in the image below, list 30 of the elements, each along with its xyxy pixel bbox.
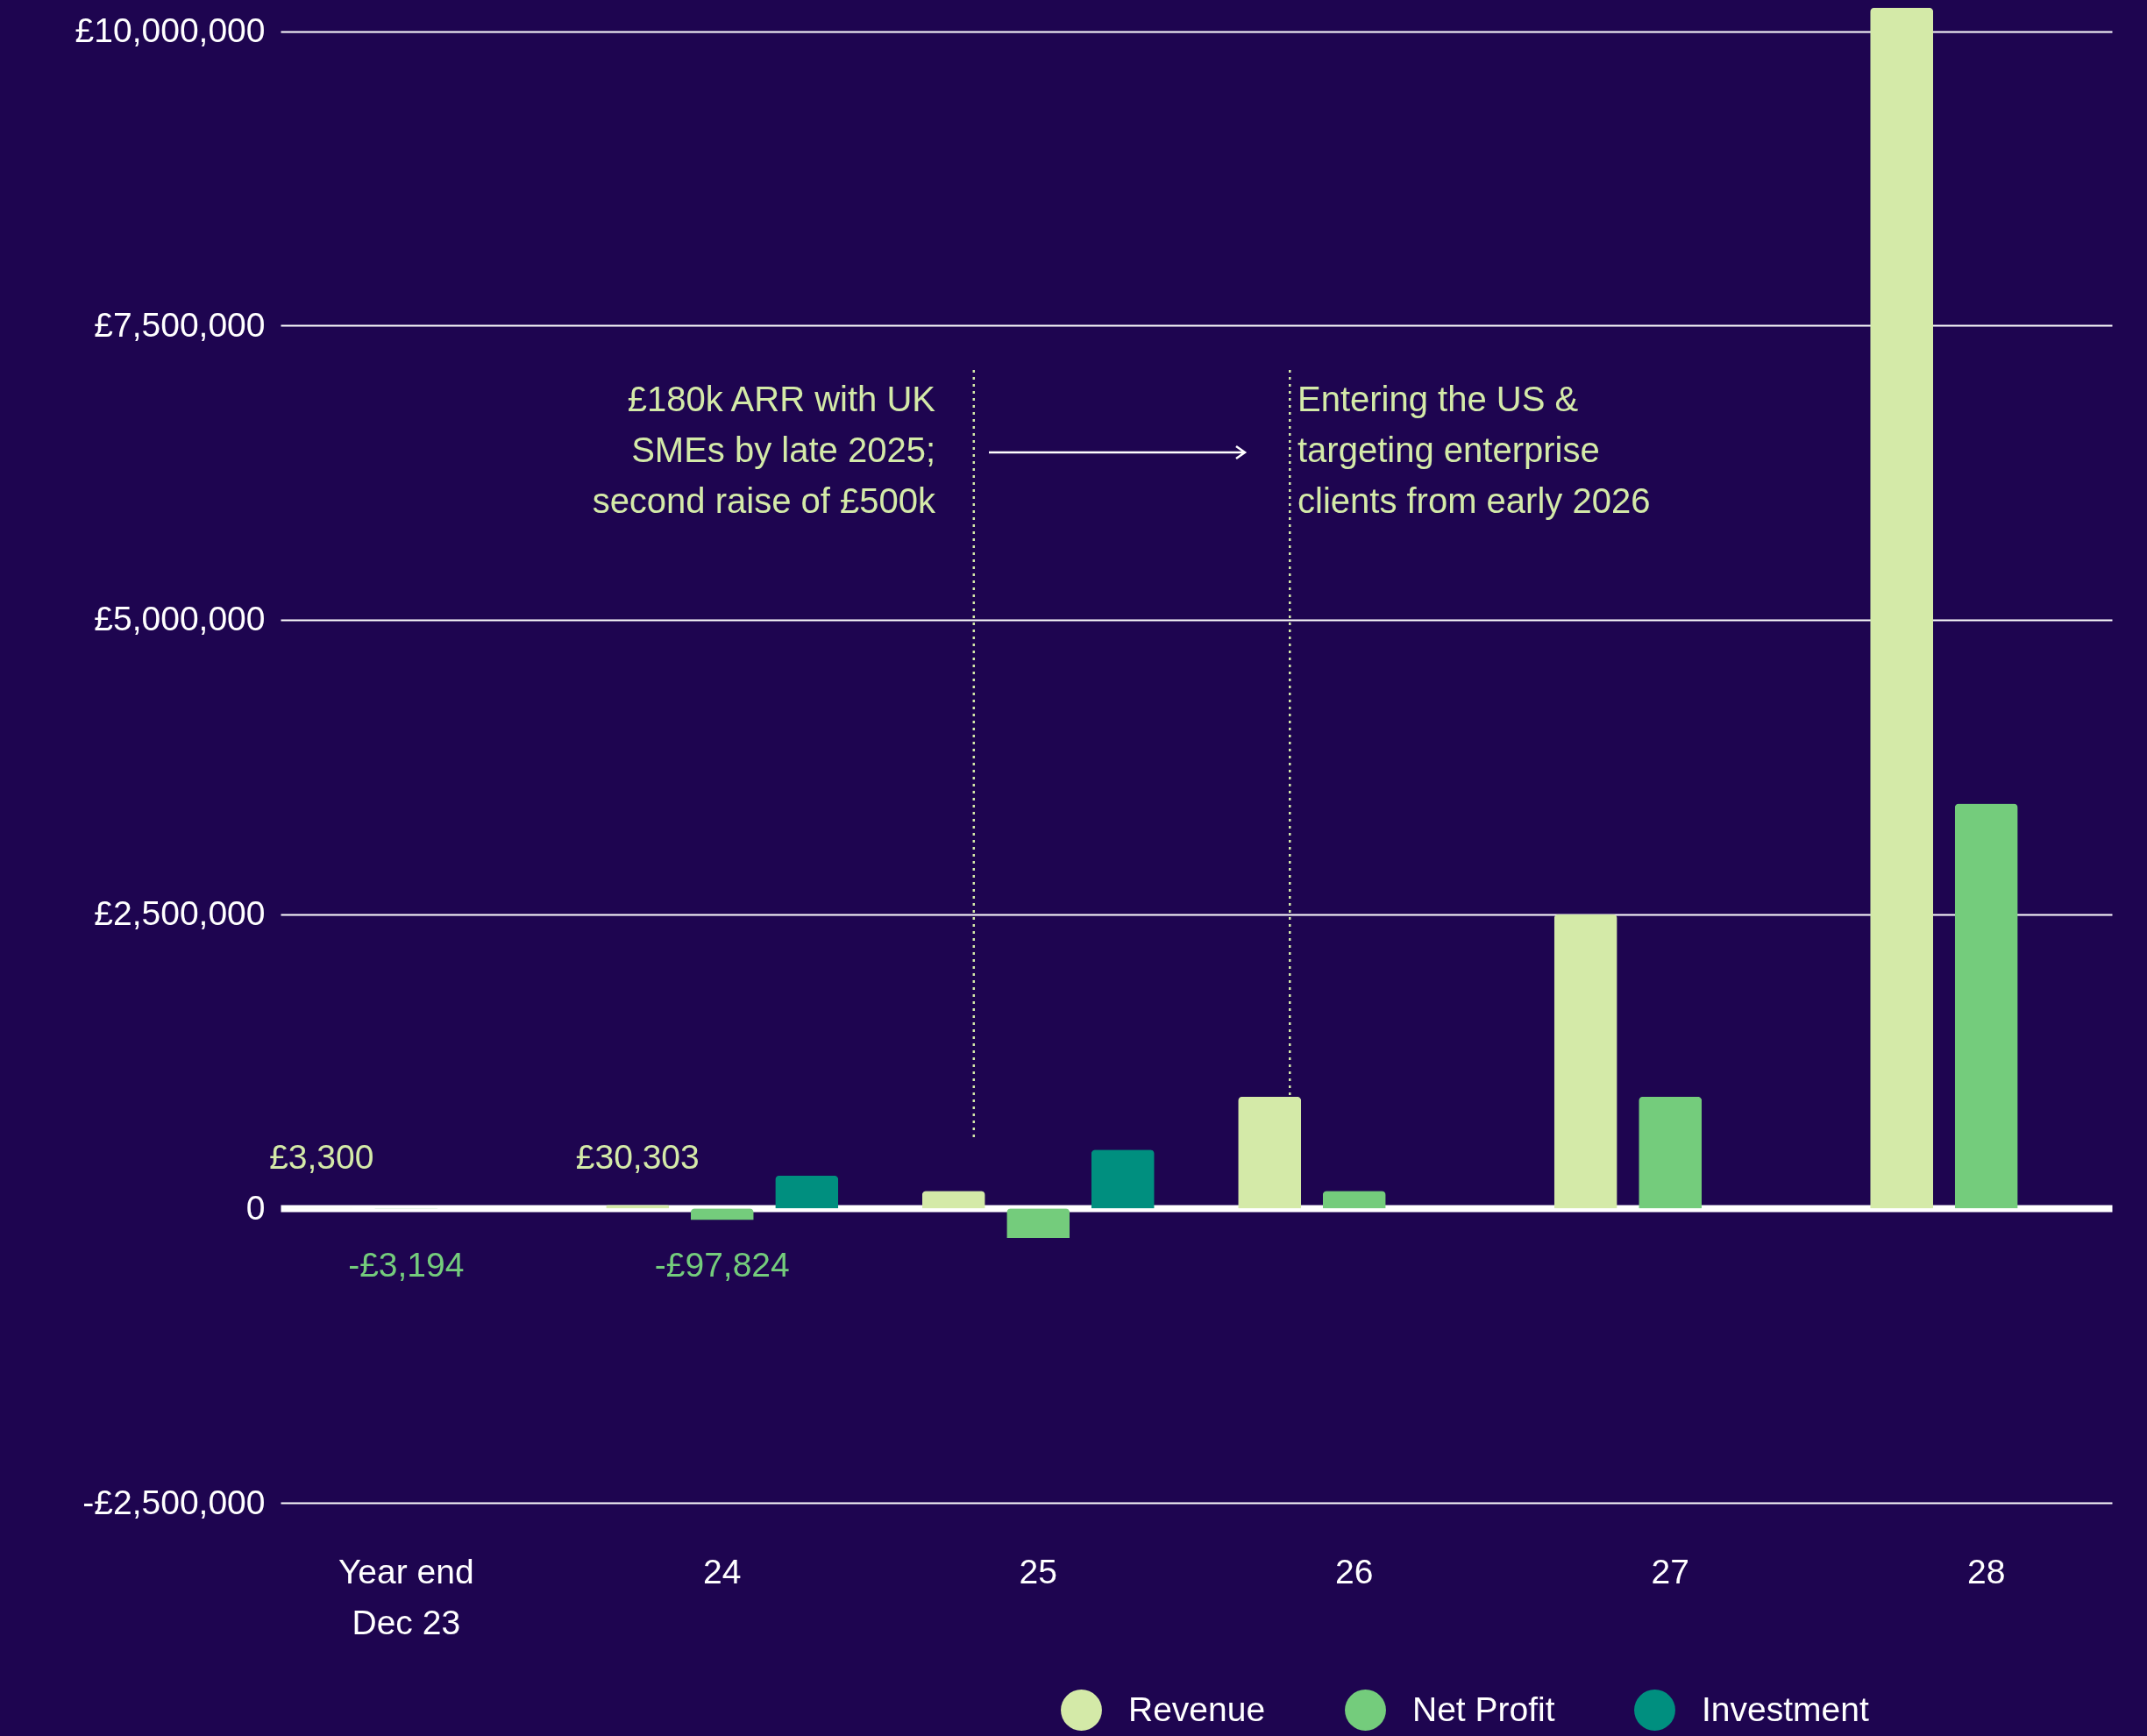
x-tick-label: 25 bbox=[1019, 1552, 1057, 1590]
bar bbox=[1091, 1149, 1155, 1209]
y-tick-label: £5,000,000 bbox=[94, 600, 266, 638]
annotation: £180k ARR with UK SMEs by late 2025; second raise of £500k bbox=[592, 380, 936, 520]
x-tick-label: 26 bbox=[1335, 1552, 1374, 1590]
x-tick-label: 27 bbox=[1651, 1552, 1689, 1590]
bar bbox=[1954, 803, 2018, 1209]
y-tick-label: £2,500,000 bbox=[94, 894, 266, 933]
x-tick-label: 24 bbox=[703, 1552, 742, 1590]
bar bbox=[1870, 7, 1934, 1209]
x-tick-label: 28 bbox=[1967, 1552, 2006, 1590]
legend-label: Net Profit bbox=[1412, 1690, 1555, 1728]
legend-label: Investment bbox=[1702, 1690, 1869, 1728]
data-label: £30,303 bbox=[575, 1138, 700, 1177]
annotation: Entering the US & targeting enterprise clients from early 2026 bbox=[1297, 380, 1651, 520]
x-tick-label: Year end Dec 23 bbox=[338, 1552, 474, 1641]
y-tick-label: £7,500,000 bbox=[94, 305, 266, 344]
y-tick-label: 0 bbox=[245, 1188, 266, 1227]
data-label: £3,300 bbox=[269, 1138, 374, 1177]
bar bbox=[1553, 914, 1617, 1209]
bar bbox=[1322, 1191, 1386, 1209]
legend-label: Revenue bbox=[1128, 1690, 1266, 1728]
data-label: -£3,194 bbox=[348, 1246, 465, 1284]
y-tick-label: -£2,500,000 bbox=[82, 1483, 266, 1521]
data-label: -£97,824 bbox=[654, 1246, 790, 1284]
y-tick-label: £10,000,000 bbox=[75, 11, 266, 50]
bar bbox=[1006, 1208, 1070, 1238]
bar bbox=[921, 1191, 985, 1209]
bar bbox=[775, 1175, 839, 1209]
bar bbox=[1639, 1096, 1703, 1209]
